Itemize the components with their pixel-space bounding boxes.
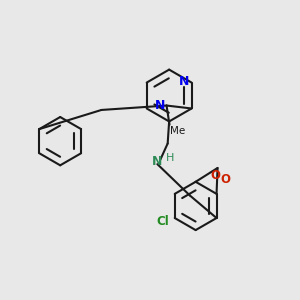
Text: H: H	[166, 153, 174, 163]
Text: N: N	[152, 155, 163, 168]
Text: O: O	[220, 173, 231, 186]
Text: N: N	[179, 76, 189, 88]
Text: Me: Me	[170, 126, 186, 136]
Text: O: O	[211, 169, 220, 182]
Text: Cl: Cl	[157, 215, 169, 228]
Text: N: N	[155, 99, 165, 112]
